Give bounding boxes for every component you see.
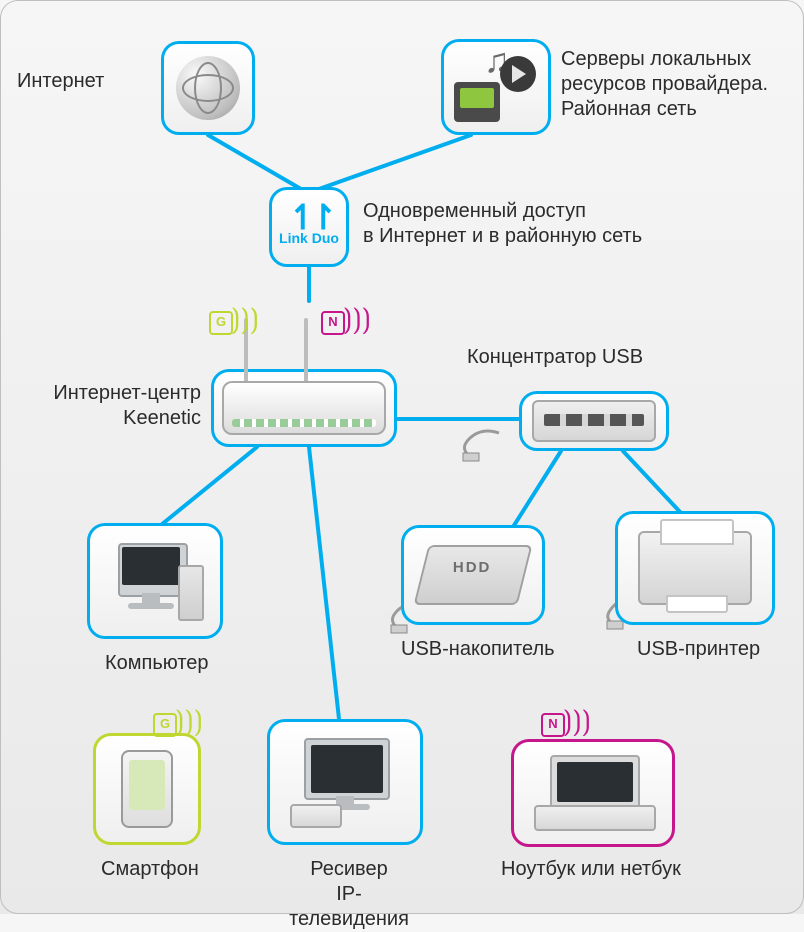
wifi-g-icon: G⟯⟯⟯ [153,707,203,737]
label-servers: Серверы локальных ресурсов провайдера. Р… [561,47,768,122]
wifi-n-icon: N⟯⟯⟯ [541,707,591,737]
node-pc [87,523,223,639]
node-laptop [511,739,675,847]
label-internet: Интернет [17,69,104,94]
link-servers-linkduo [319,135,471,189]
linkduo-brand: Link Duo [279,230,339,246]
hdd-icon: HDD [414,545,533,605]
pc-icon [112,543,198,619]
link-router-tv [309,447,339,719]
node-usbhub [519,391,669,451]
label-tv: Ресивер IP-телевидения [279,857,419,932]
wifi-n-icon: N⟯⟯⟯ [321,305,371,335]
node-linkduo: ↿↾ Link Duo [269,187,349,267]
label-linkduo: Одновременный доступ в Интернет и в райо… [363,199,642,249]
link-usbhub-printer [623,451,681,513]
label-laptop: Ноутбук или нетбук [501,857,681,882]
node-router [211,369,397,447]
router-icon [222,381,386,435]
node-phone [93,733,201,845]
smartphone-icon [121,750,173,828]
wifi-g-icon: G⟯⟯⟯ [209,305,259,335]
link-usbhub-hdd [513,451,561,527]
usb-plug-icon [391,625,407,633]
usb-hub-icon [532,400,656,442]
node-hdd: HDD [401,525,545,625]
label-usbhub: Концентратор USB [467,345,643,370]
node-tv [267,719,423,845]
usb-plug-icon [607,621,623,629]
label-hdd: USB-накопитель [401,637,555,662]
label-router: Интернет-центр Keenetic [25,381,201,431]
label-pc: Компьютер [105,651,209,676]
printer-icon [638,531,752,605]
iptv-icon [290,738,400,826]
usb-plug-icon [463,453,479,461]
laptop-icon [534,755,652,831]
node-printer [615,511,775,625]
linkduo-icon: ↿↾ Link Duo [279,208,339,246]
label-phone: Смартфон [101,857,199,882]
link-router-pc [161,447,257,525]
label-printer: USB-принтер [637,637,760,662]
globe-icon [176,56,240,120]
hdd-tag: HDD [453,559,492,576]
node-internet [161,41,255,135]
media-icon: ♫ [454,52,538,122]
node-servers: ♫ [441,39,551,135]
link-internet-linkduo [208,135,301,189]
